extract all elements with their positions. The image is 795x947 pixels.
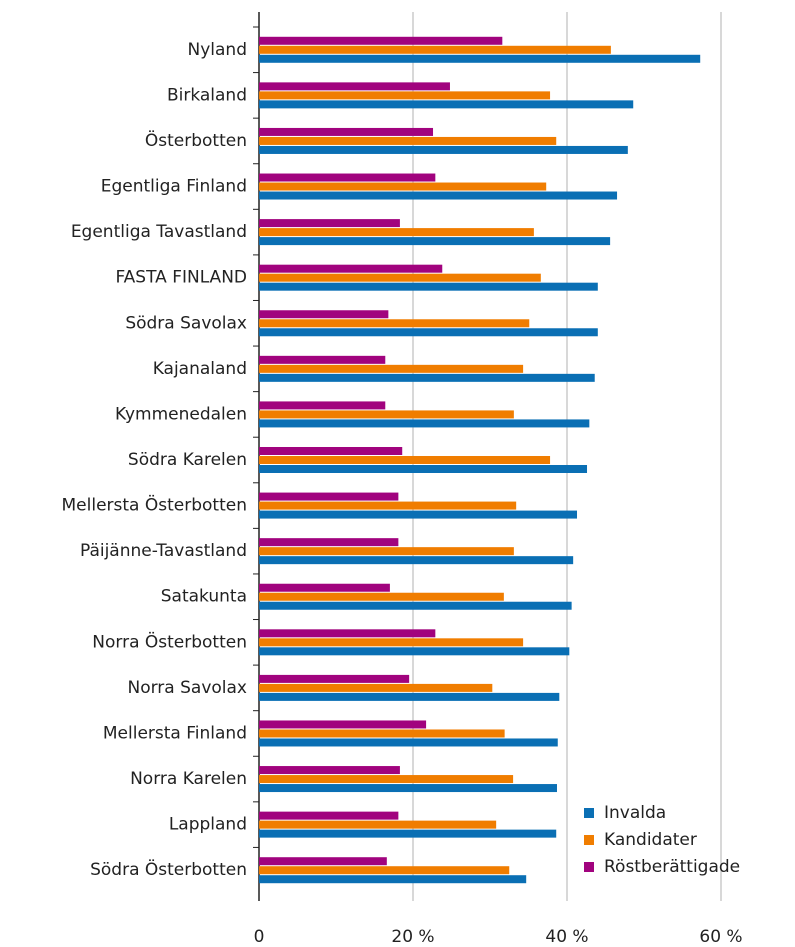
bar <box>259 583 390 592</box>
bar <box>259 784 557 793</box>
y-tick-label: Päijänne-Tavastland <box>80 541 247 561</box>
y-tick-label: Mellersta Österbotten <box>62 494 247 516</box>
x-tick-label: 60 % <box>699 927 742 947</box>
bar <box>259 228 534 237</box>
y-tick-label: Södra Savolax <box>125 313 247 333</box>
y-tick-label: FASTA FINLAND <box>115 268 247 288</box>
bar <box>259 456 551 464</box>
y-tick-label: Mellersta Finland <box>103 723 247 743</box>
bar <box>259 820 497 829</box>
bar <box>259 829 557 838</box>
bar <box>259 683 493 692</box>
bar <box>259 237 611 246</box>
bar <box>259 45 611 54</box>
x-tick-label: 0 <box>254 927 265 947</box>
bar <box>259 282 598 291</box>
bar <box>259 273 541 282</box>
bar <box>259 373 595 382</box>
legend-swatch <box>584 862 594 872</box>
bar <box>259 182 547 191</box>
bar <box>259 775 514 784</box>
legend-label: Invalda <box>604 803 666 823</box>
y-tick-label: Österbotten <box>145 129 247 151</box>
bar <box>259 264 443 273</box>
bar <box>259 419 590 428</box>
y-tick-label: Lappland <box>169 815 247 835</box>
bar <box>259 145 628 154</box>
y-tick-label: Södra Österbotten <box>90 858 247 880</box>
y-tick-label: Egentliga Tavastland <box>71 222 247 242</box>
bar <box>259 601 572 610</box>
bar <box>259 364 524 373</box>
bar <box>259 492 399 501</box>
bar <box>259 136 557 145</box>
bar <box>259 811 399 820</box>
bar <box>259 465 588 473</box>
bar <box>259 510 578 519</box>
y-tick-label: Birkaland <box>167 85 247 105</box>
legend-swatch <box>584 835 594 845</box>
y-tick-label: Kymmenedalen <box>115 404 247 424</box>
bar <box>259 219 400 228</box>
bar <box>259 866 510 875</box>
bar <box>259 629 436 638</box>
bar <box>259 54 701 63</box>
bar <box>259 857 387 866</box>
x-tick-label: 40 % <box>545 927 588 947</box>
bar <box>259 310 389 319</box>
bar <box>259 766 400 775</box>
bar <box>259 692 560 701</box>
bar <box>259 720 427 729</box>
bar <box>259 191 618 200</box>
bar <box>259 82 450 91</box>
bar <box>259 875 527 884</box>
bar <box>259 647 570 656</box>
bar <box>259 91 551 100</box>
bar <box>259 738 558 747</box>
y-tick-label: Nyland <box>188 40 247 60</box>
legend-swatch <box>584 808 594 818</box>
bar <box>259 556 574 565</box>
bar <box>259 401 386 410</box>
y-tick-label: Norra Karelen <box>130 769 247 789</box>
legend-label: Kandidater <box>604 830 697 850</box>
bar <box>259 638 524 647</box>
legend-label: Röstberättigade <box>604 857 740 877</box>
y-tick-label: Satakunta <box>161 587 247 607</box>
y-tick-label: Kajanaland <box>153 359 247 379</box>
bar <box>259 592 504 601</box>
y-tick-label: Egentliga Finland <box>101 177 247 197</box>
bar <box>259 328 598 337</box>
bar <box>259 729 505 738</box>
bar <box>259 410 514 419</box>
bar <box>259 355 386 364</box>
bar <box>259 547 514 556</box>
bar <box>259 447 403 455</box>
bar <box>259 100 634 109</box>
bar <box>259 173 436 182</box>
bar <box>259 127 434 136</box>
x-tick-label: 20 % <box>391 927 434 947</box>
bar <box>259 674 410 683</box>
bar <box>259 538 399 547</box>
y-tick-label: Norra Österbotten <box>92 630 247 652</box>
bar <box>259 319 530 328</box>
bar <box>259 36 503 45</box>
y-tick-label: Södra Karelen <box>128 450 247 470</box>
y-tick-label: Norra Savolax <box>128 678 248 698</box>
bar <box>259 501 517 510</box>
